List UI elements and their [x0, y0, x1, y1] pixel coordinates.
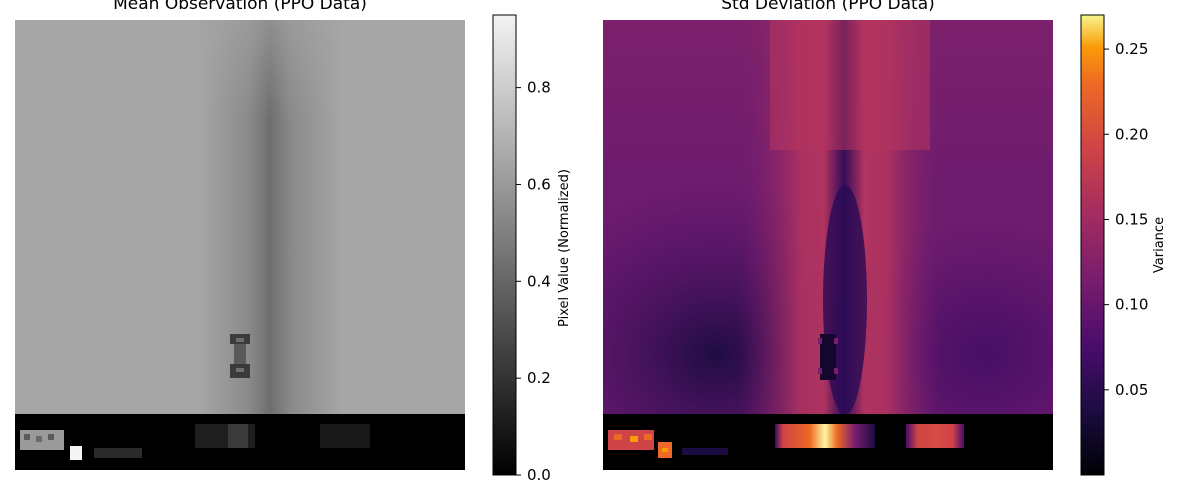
std-top-glow	[770, 20, 930, 150]
std-hud-marks	[608, 424, 964, 458]
mean-heatmap	[15, 20, 465, 470]
std-heatmap	[603, 20, 1053, 470]
std-car	[818, 334, 838, 380]
mean-colorbar-label: Pixel Value (Normalized)	[557, 169, 572, 327]
std-colorbar-tick-label: 0.20	[1115, 125, 1148, 143]
mean-colorbar-tick-label: 0.6	[527, 175, 551, 193]
mean-hud-marks	[20, 424, 370, 460]
mean-colorbar-tick-label: 0.2	[527, 369, 551, 387]
std-center-dark	[823, 185, 867, 415]
std-colorbar	[1080, 14, 1105, 476]
mean-colorbar-tick-label: 0.4	[527, 272, 551, 290]
mean-colorbar-ticks: 0.0 0.2 0.4 0.6 0.8	[516, 79, 551, 484]
mean-car	[230, 334, 250, 378]
mean-colorbar	[492, 14, 517, 476]
std-colorbar-tick-label: 0.05	[1115, 381, 1148, 399]
std-colorbar-tick-label: 0.25	[1115, 40, 1148, 58]
mean-road-fade	[200, 20, 340, 414]
std-colorbar-ticks: 0.05 0.10 0.15 0.20 0.25	[1104, 40, 1148, 399]
left-chart-title: Mean Observation (PPO Data)	[113, 0, 367, 14]
mean-colorbar-tick-label: 0.8	[527, 79, 551, 97]
right-chart-title: Std Deviation (PPO Data)	[721, 0, 935, 14]
std-colorbar-tick-label: 0.15	[1115, 210, 1148, 228]
std-colorbar-label: Variance	[1152, 217, 1167, 273]
std-colorbar-tick-label: 0.10	[1115, 296, 1148, 314]
mean-colorbar-tick-label: 0.0	[527, 466, 551, 484]
